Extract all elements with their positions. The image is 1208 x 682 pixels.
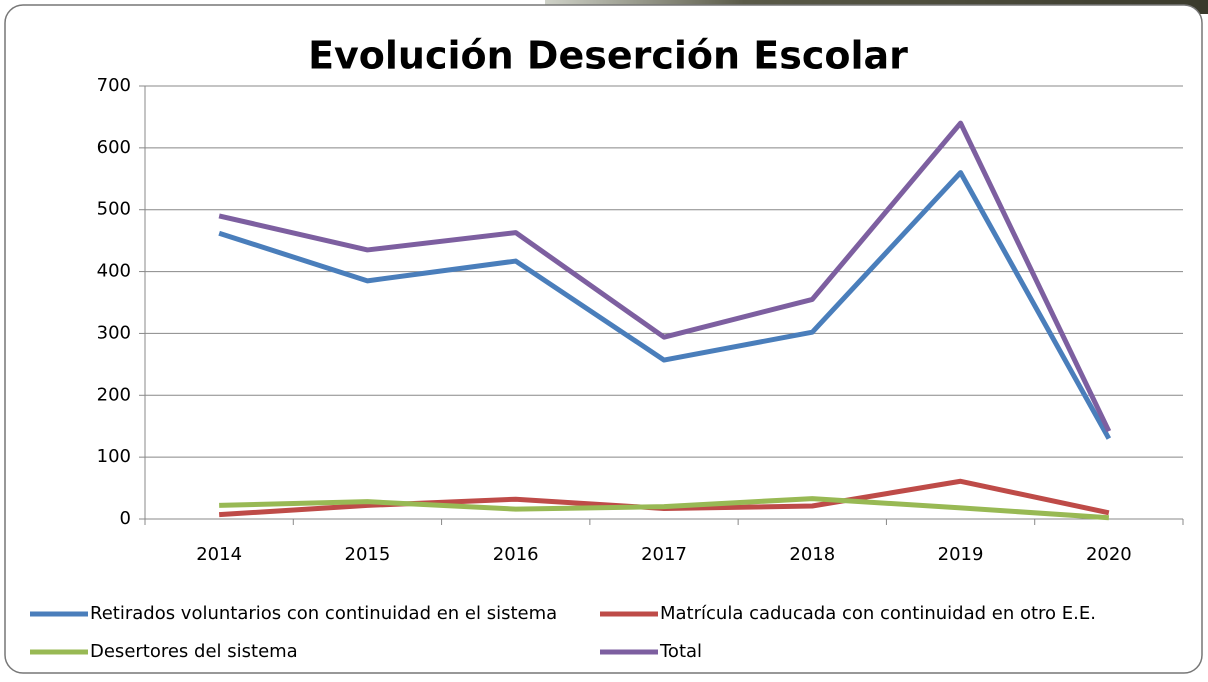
page: Evolución Deserción Escolar 0 100 200 300 40… [0, 0, 1208, 678]
x-tick-label: 2019 [938, 544, 984, 565]
x-tick-label: 2017 [641, 544, 687, 565]
y-tick-label: 400 [97, 261, 131, 282]
x-tick-label: 2020 [1086, 544, 1132, 565]
legend-label: Desertores del sistema [90, 641, 298, 662]
x-tick-label: 2016 [493, 544, 539, 565]
chart-frame [5, 5, 1202, 673]
x-tick-label: 2014 [196, 544, 242, 565]
legend-label: Matrícula caducada con continuidad en ot… [660, 603, 1096, 624]
y-tick-label: 600 [97, 137, 131, 158]
y-tick-label: 100 [97, 446, 131, 467]
x-tick-label: 2018 [789, 544, 835, 565]
legend-label: Total [659, 641, 702, 662]
legend-label: Retirados voluntarios con continuidad en… [90, 603, 557, 624]
chart: Evolución Deserción Escolar 0 100 200 300 40… [0, 0, 1208, 678]
x-tick-label: 2015 [345, 544, 391, 565]
y-tick-label: 200 [97, 384, 131, 405]
y-tick-label: 700 [97, 75, 131, 96]
y-tick-label: 0 [120, 508, 131, 529]
y-tick-label: 500 [97, 199, 131, 220]
chart-title: Evolución Deserción Escolar [308, 34, 908, 78]
y-tick-label: 300 [97, 322, 131, 343]
